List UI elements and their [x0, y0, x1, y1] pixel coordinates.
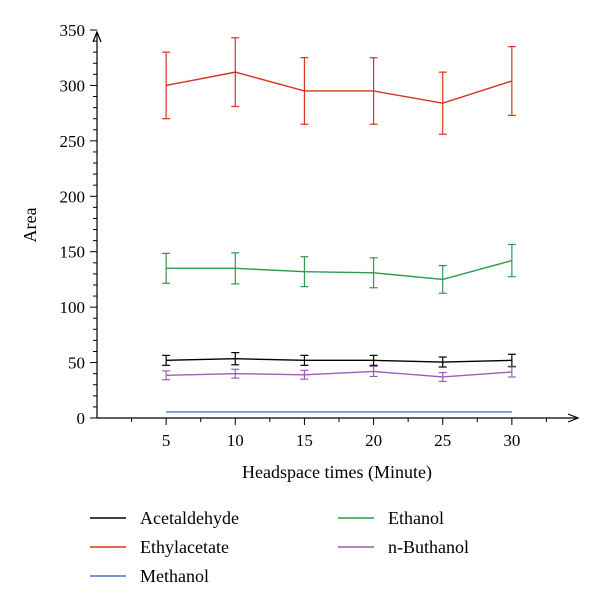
x-tick-label: 10 — [227, 431, 244, 450]
error-bar-acetaldehyde — [369, 354, 378, 366]
error-bar-ethylacetate — [300, 57, 309, 125]
x-tick-label: 5 — [162, 431, 171, 450]
series-n-buthanol — [162, 365, 516, 383]
y-tick-label: 50 — [68, 354, 85, 373]
series-line-ethylacetate — [166, 71, 513, 104]
error-bar-ethanol — [231, 252, 240, 285]
x-axis-ticks: 5 10 15 20 25 30 — [131, 418, 547, 450]
x-axis-title: Headspace times (Minute) — [242, 462, 432, 483]
error-bar-ethanol — [438, 264, 447, 294]
series-ethylacetate — [162, 37, 516, 135]
error-bar-acetaldehyde — [231, 351, 240, 366]
error-bar-ethanol — [162, 252, 171, 284]
series-line-ethanol — [166, 259, 513, 281]
legend: Acetaldehyde Ethylacetate Methanol Ethanol n… — [90, 508, 469, 586]
x-tick-label: 25 — [434, 431, 451, 450]
series-line-acetaldehyde — [166, 357, 512, 363]
error-bar-n-buthanol — [231, 368, 240, 379]
y-axis-title: Area — [20, 208, 40, 243]
x-tick-label: 30 — [503, 431, 520, 450]
error-bar-ethylacetate — [438, 71, 447, 135]
legend-label: Ethylacetate — [140, 537, 229, 557]
error-bar-ethanol — [369, 257, 378, 289]
y-axis-arrow — [92, 30, 102, 43]
y-tick-label: 100 — [60, 298, 86, 317]
error-bar-ethylacetate — [162, 51, 171, 120]
error-bar-n-buthanol — [438, 371, 447, 383]
x-tick-label: 20 — [365, 431, 382, 450]
error-bar-ethanol — [507, 243, 516, 278]
error-bar-n-buthanol — [162, 370, 171, 381]
y-tick-label: 150 — [60, 243, 86, 262]
series-ethanol — [162, 243, 516, 294]
error-bar-n-buthanol — [300, 369, 309, 380]
series-acetaldehyde — [162, 351, 516, 368]
x-tick-label: 15 — [296, 431, 313, 450]
error-bar-n-buthanol — [507, 366, 516, 378]
error-bar-ethanol — [300, 256, 309, 288]
error-bar-n-buthanol — [369, 365, 378, 378]
error-bar-acetaldehyde — [162, 354, 171, 366]
legend-item-methanol: Methanol — [90, 566, 209, 586]
y-axis-ticks: 0 50 100 150 200 250 300 350 — [60, 21, 97, 428]
legend-label: n-Buthanol — [388, 537, 469, 557]
x-axis-arrow — [567, 413, 580, 423]
legend-label: Acetaldehyde — [140, 508, 239, 528]
y-tick-label: 350 — [60, 21, 86, 40]
y-tick-label: 0 — [77, 409, 86, 428]
error-bar-acetaldehyde — [300, 354, 309, 366]
legend-item-n-buthanol: n-Buthanol — [338, 537, 469, 557]
y-tick-label: 250 — [60, 132, 86, 151]
error-bar-acetaldehyde — [438, 356, 447, 368]
legend-label: Methanol — [140, 566, 209, 586]
error-bar-ethylacetate — [231, 37, 240, 108]
legend-label: Ethanol — [388, 508, 444, 528]
series-group — [162, 37, 516, 413]
error-bar-ethylacetate — [507, 46, 516, 116]
y-tick-label: 300 — [60, 76, 86, 95]
legend-item-ethanol: Ethanol — [338, 508, 444, 528]
error-bar-ethylacetate — [369, 57, 378, 125]
legend-item-acetaldehyde: Acetaldehyde — [90, 508, 239, 528]
series-line-n-buthanol — [166, 370, 512, 378]
legend-item-ethylacetate: Ethylacetate — [90, 537, 229, 557]
y-tick-label: 200 — [60, 187, 86, 206]
